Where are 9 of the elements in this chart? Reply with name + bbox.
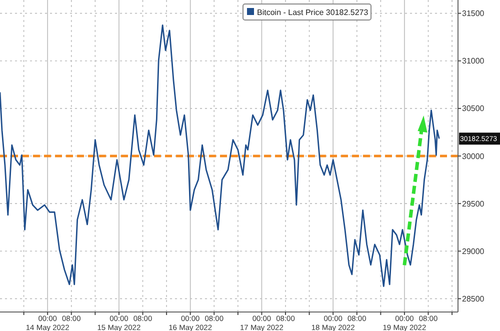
- y-tick-label: 31500: [462, 9, 485, 18]
- y-tick-label: 28500: [462, 294, 485, 304]
- y-tick-label: 29500: [462, 199, 485, 208]
- y-tick-label: 30500: [462, 104, 485, 114]
- y-tick-label: 31000: [462, 56, 485, 66]
- line-series: [0, 24, 440, 288]
- y-tick-label: 30000: [462, 152, 485, 161]
- legend-label: Bitcoin - Last Price 30182.5273: [257, 8, 369, 17]
- y-tick-label: 29000: [462, 246, 485, 256]
